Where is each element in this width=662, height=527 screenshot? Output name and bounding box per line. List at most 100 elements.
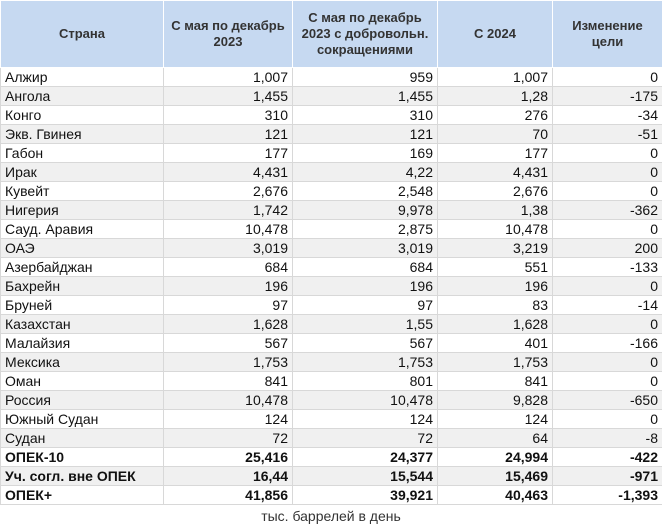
value-cell: 0 (553, 277, 662, 296)
value-cell: 0 (553, 182, 662, 201)
value-cell: 959 (293, 68, 438, 87)
country-cell: Казахстан (1, 315, 164, 334)
value-cell: 801 (293, 372, 438, 391)
country-cell: Бруней (1, 296, 164, 315)
value-cell: 0 (553, 315, 662, 334)
value-cell: 169 (293, 144, 438, 163)
value-cell: 1,455 (293, 87, 438, 106)
value-cell: 10,478 (164, 220, 293, 239)
column-header: С мая по декабрь 2023 (164, 1, 293, 68)
value-cell: 200 (553, 239, 662, 258)
value-cell: 121 (293, 125, 438, 144)
country-cell: ОПЕК-10 (1, 448, 164, 467)
value-cell: -362 (553, 201, 662, 220)
value-cell: 1,455 (164, 87, 293, 106)
country-cell: ОПЕК+ (1, 486, 164, 505)
value-cell: 3,019 (293, 239, 438, 258)
value-cell: -133 (553, 258, 662, 277)
value-cell: 16,44 (164, 467, 293, 486)
value-cell: -14 (553, 296, 662, 315)
value-cell: 24,377 (293, 448, 438, 467)
country-cell: Алжир (1, 68, 164, 87)
value-cell: -422 (553, 448, 662, 467)
value-cell: 841 (438, 372, 553, 391)
value-cell: 196 (164, 277, 293, 296)
value-cell: 2,676 (438, 182, 553, 201)
value-cell: 1,28 (438, 87, 553, 106)
value-cell: 9,828 (438, 391, 553, 410)
country-cell: ОАЭ (1, 239, 164, 258)
country-cell: Уч. согл. вне ОПЕК (1, 467, 164, 486)
value-cell: 97 (293, 296, 438, 315)
value-cell: 0 (553, 68, 662, 87)
value-cell: 0 (553, 353, 662, 372)
country-cell: Малайзия (1, 334, 164, 353)
country-cell: Южный Судан (1, 410, 164, 429)
value-cell: 1,753 (438, 353, 553, 372)
value-cell: 121 (164, 125, 293, 144)
value-cell: 10,478 (164, 391, 293, 410)
value-cell: 10,478 (438, 220, 553, 239)
value-cell: 177 (164, 144, 293, 163)
value-cell: 2,875 (293, 220, 438, 239)
value-cell: 0 (553, 372, 662, 391)
value-cell: 276 (438, 106, 553, 125)
value-cell: 177 (438, 144, 553, 163)
country-cell: Оман (1, 372, 164, 391)
value-cell: 4,431 (438, 163, 553, 182)
value-cell: 0 (553, 163, 662, 182)
value-cell: 124 (164, 410, 293, 429)
value-cell: 97 (164, 296, 293, 315)
value-cell: 83 (438, 296, 553, 315)
value-cell: 3,219 (438, 239, 553, 258)
column-header: С 2024 (438, 1, 553, 68)
country-cell: Судан (1, 429, 164, 448)
value-cell: 551 (438, 258, 553, 277)
country-cell: Сауд. Аравия (1, 220, 164, 239)
value-cell: -175 (553, 87, 662, 106)
value-cell: 124 (438, 410, 553, 429)
value-cell: 1,007 (438, 68, 553, 87)
value-cell: 3,019 (164, 239, 293, 258)
value-cell: 1,007 (164, 68, 293, 87)
value-cell: 0 (553, 410, 662, 429)
footer-note: тыс. баррелей в день (0, 505, 662, 527)
country-cell: Конго (1, 106, 164, 125)
value-cell: 124 (293, 410, 438, 429)
value-cell: 567 (164, 334, 293, 353)
value-cell: 684 (293, 258, 438, 277)
country-cell: Экв. Гвинея (1, 125, 164, 144)
column-header: Страна (1, 1, 164, 68)
value-cell: 567 (293, 334, 438, 353)
value-cell: 4,22 (293, 163, 438, 182)
value-cell: 0 (553, 220, 662, 239)
value-cell: 24,994 (438, 448, 553, 467)
value-cell: -51 (553, 125, 662, 144)
value-cell: 10,478 (293, 391, 438, 410)
value-cell: -8 (553, 429, 662, 448)
value-cell: 2,676 (164, 182, 293, 201)
column-header: С мая по декабрь 2023 с добровольн. сокр… (293, 1, 438, 68)
value-cell: 15,469 (438, 467, 553, 486)
country-cell: Ирак (1, 163, 164, 182)
value-cell: -34 (553, 106, 662, 125)
value-cell: 196 (438, 277, 553, 296)
